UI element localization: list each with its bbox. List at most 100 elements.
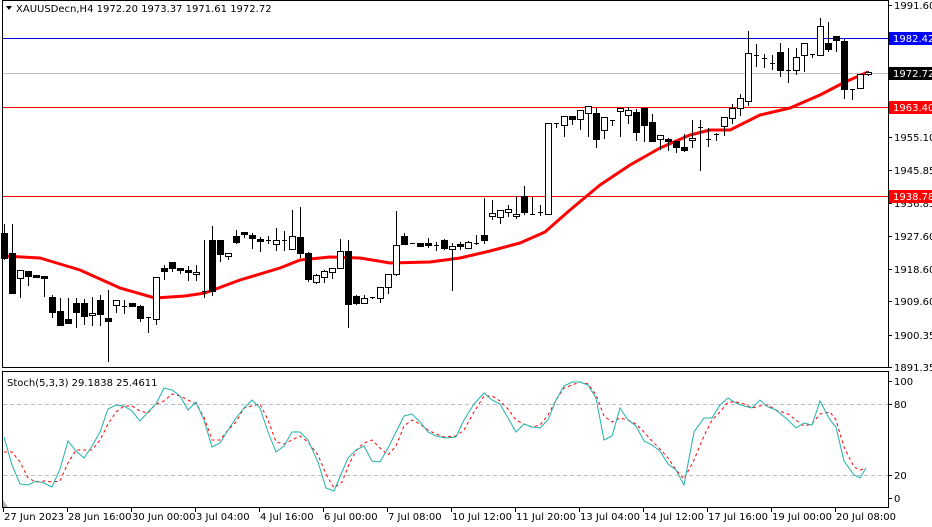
candle <box>345 240 352 328</box>
price-tick-label: 1991.60 <box>894 1 932 12</box>
candle <box>689 120 696 148</box>
candle <box>729 104 736 124</box>
candle <box>146 317 151 333</box>
candle <box>714 133 719 141</box>
candle <box>665 138 672 151</box>
candle <box>410 243 415 244</box>
candle <box>401 233 408 245</box>
dropdown-triangle-icon[interactable] <box>6 6 12 10</box>
stoch-axis: 100 80 20 0 <box>888 377 913 505</box>
candle <box>233 230 240 244</box>
price-tick-label: 1936.85 <box>894 199 932 210</box>
candle <box>337 239 344 269</box>
candle <box>721 117 728 136</box>
support-line-2-tag-label: 1938.78 <box>893 192 932 203</box>
candle <box>1 224 8 260</box>
candle <box>49 295 56 318</box>
candle <box>161 265 168 280</box>
candle <box>153 277 160 325</box>
candle <box>361 295 368 304</box>
resistance-line-tag-label: 1982.42 <box>893 34 932 45</box>
candle <box>441 239 448 250</box>
candle <box>569 116 576 125</box>
candle <box>41 276 48 297</box>
support-line-1-tag-label: 1963.40 <box>893 103 932 114</box>
current-price-line-tag-label: 1972.72 <box>893 69 932 80</box>
candle <box>122 300 127 314</box>
candle <box>577 110 584 130</box>
candle <box>521 186 528 215</box>
candle <box>113 300 120 313</box>
candle <box>57 298 64 326</box>
stoch-panel-frame <box>2 371 889 508</box>
candle <box>193 265 200 281</box>
price-tick-label: 1900.35 <box>894 331 932 342</box>
candle <box>681 134 688 152</box>
candle <box>649 114 656 142</box>
candle <box>825 22 832 52</box>
candle <box>81 299 88 325</box>
candle <box>770 55 775 70</box>
candle <box>225 253 232 260</box>
candle <box>449 243 456 291</box>
candle <box>706 128 711 147</box>
stoch-header: Stoch(5,3,3) 29.1838 25.4611 <box>7 378 158 389</box>
candle <box>777 43 784 77</box>
time-tick-label: 10 Jul 12:00 <box>452 512 512 523</box>
candle <box>177 268 184 274</box>
candle <box>810 54 815 58</box>
candle <box>505 205 512 217</box>
candle <box>169 262 176 272</box>
candle <box>593 108 600 148</box>
price-axis[interactable]: 1991.60 1955.10 1945.85 1936.85 1927.60 1918.… <box>888 1 932 374</box>
time-tick-label: 3 Jul 04:00 <box>196 512 250 523</box>
stoch-tick-label: 100 <box>894 377 913 388</box>
time-tick-label: 7 Jul 08:00 <box>388 512 442 523</box>
candle <box>633 109 640 141</box>
candle <box>793 48 800 75</box>
time-tick-label: 28 Jun 16:00 <box>68 512 132 523</box>
candle <box>698 120 703 171</box>
candle <box>97 295 104 326</box>
candle <box>833 36 840 52</box>
candle <box>209 226 216 296</box>
candle <box>530 197 535 215</box>
candle <box>33 275 40 278</box>
price-panel-frame <box>2 0 889 368</box>
candle <box>754 44 759 67</box>
candle <box>465 241 472 249</box>
support-line-1-tag <box>889 101 932 114</box>
candle <box>321 270 328 283</box>
candle <box>601 117 608 139</box>
candle <box>513 196 520 219</box>
candle <box>257 237 264 252</box>
candle <box>266 236 271 244</box>
candle <box>137 305 144 322</box>
candle <box>353 295 360 305</box>
stoch-tick-label: 20 <box>894 471 907 482</box>
candle <box>474 235 479 245</box>
candle <box>561 116 568 137</box>
candle <box>641 108 648 142</box>
candle <box>377 287 384 303</box>
resistance-line-tag <box>889 32 932 45</box>
candle <box>538 205 543 216</box>
time-tick-label: 20 Jul 08:00 <box>836 512 896 523</box>
candle <box>17 270 24 298</box>
candle <box>65 298 72 324</box>
candle <box>434 242 439 251</box>
time-axis[interactable]: 27 Jun 2023 28 Jun 16:00 30 Jun 00:00 3 Jul… <box>3 508 896 523</box>
candle <box>425 238 432 248</box>
candle <box>329 268 336 279</box>
candle <box>610 120 615 126</box>
candle <box>385 274 392 294</box>
candle <box>105 290 112 362</box>
support-line-2-tag <box>889 190 932 203</box>
candle <box>25 271 32 286</box>
price-tick-label: 1955.10 <box>894 133 932 144</box>
candle <box>217 240 224 262</box>
candle <box>89 297 96 326</box>
candle <box>745 31 752 106</box>
candle <box>841 39 848 99</box>
